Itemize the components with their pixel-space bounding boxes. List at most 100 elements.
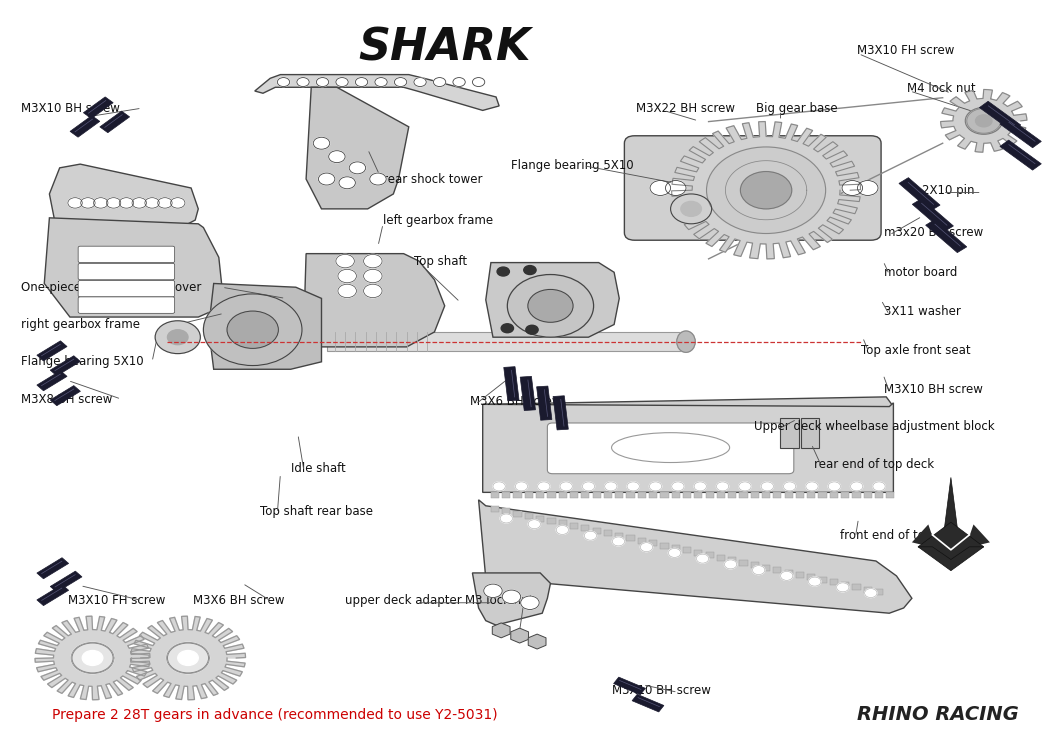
Circle shape bbox=[171, 198, 184, 208]
Bar bbox=[829, 492, 838, 498]
Bar bbox=[660, 492, 668, 498]
Circle shape bbox=[641, 542, 652, 551]
Circle shape bbox=[808, 577, 821, 586]
Circle shape bbox=[681, 201, 701, 216]
Text: M3 lock nut: M3 lock nut bbox=[465, 594, 533, 607]
Circle shape bbox=[178, 651, 198, 665]
Bar bbox=[491, 506, 500, 512]
Polygon shape bbox=[44, 218, 223, 317]
Circle shape bbox=[724, 560, 737, 569]
Polygon shape bbox=[100, 111, 130, 133]
Circle shape bbox=[106, 198, 121, 208]
Polygon shape bbox=[632, 695, 664, 712]
Circle shape bbox=[453, 78, 465, 87]
Polygon shape bbox=[35, 616, 150, 700]
Bar bbox=[616, 492, 623, 498]
Circle shape bbox=[364, 269, 382, 283]
Polygon shape bbox=[486, 263, 620, 337]
Circle shape bbox=[668, 548, 681, 557]
Circle shape bbox=[316, 78, 329, 87]
Circle shape bbox=[158, 198, 172, 208]
Bar bbox=[762, 492, 770, 498]
Polygon shape bbox=[255, 75, 500, 110]
Text: rear shock tower: rear shock tower bbox=[383, 172, 483, 186]
Text: M3X6 BH screw: M3X6 BH screw bbox=[470, 395, 562, 408]
Text: M3X10 BH screw: M3X10 BH screw bbox=[21, 101, 119, 115]
Polygon shape bbox=[37, 371, 67, 391]
Circle shape bbox=[329, 151, 345, 163]
Circle shape bbox=[706, 147, 825, 233]
Circle shape bbox=[837, 583, 848, 592]
Circle shape bbox=[203, 294, 302, 366]
Text: M4 lock nut: M4 lock nut bbox=[906, 81, 975, 95]
Polygon shape bbox=[528, 634, 546, 649]
Circle shape bbox=[649, 482, 662, 491]
Bar bbox=[841, 582, 850, 588]
Circle shape bbox=[612, 537, 625, 546]
Circle shape bbox=[515, 482, 528, 491]
Bar bbox=[796, 492, 804, 498]
Polygon shape bbox=[304, 254, 445, 347]
Circle shape bbox=[753, 565, 765, 574]
Circle shape bbox=[783, 482, 796, 491]
Bar bbox=[592, 528, 601, 534]
Polygon shape bbox=[925, 219, 967, 253]
Polygon shape bbox=[918, 522, 983, 562]
Circle shape bbox=[339, 177, 355, 189]
Circle shape bbox=[650, 181, 670, 195]
Polygon shape bbox=[131, 616, 246, 700]
Circle shape bbox=[864, 589, 877, 598]
Polygon shape bbox=[51, 571, 82, 592]
Polygon shape bbox=[71, 642, 114, 674]
Polygon shape bbox=[306, 87, 409, 209]
Circle shape bbox=[560, 482, 572, 491]
Circle shape bbox=[695, 482, 706, 491]
Circle shape bbox=[740, 172, 792, 209]
Bar bbox=[728, 557, 737, 563]
Text: m3x20 BH screw: m3x20 BH screw bbox=[884, 226, 983, 239]
Circle shape bbox=[528, 520, 541, 529]
Text: Prepare 2 28T gears in advance (recommended to use Y2-5031): Prepare 2 28T gears in advance (recommen… bbox=[53, 708, 499, 721]
Bar bbox=[626, 492, 635, 498]
Bar bbox=[660, 542, 668, 548]
Circle shape bbox=[526, 325, 539, 334]
Circle shape bbox=[524, 266, 536, 275]
Bar bbox=[649, 540, 658, 546]
Text: M3X10 FH screw: M3X10 FH screw bbox=[67, 594, 165, 607]
Bar bbox=[829, 580, 838, 586]
Polygon shape bbox=[50, 164, 198, 228]
Bar bbox=[819, 577, 826, 583]
Bar bbox=[784, 492, 793, 498]
Polygon shape bbox=[912, 524, 937, 548]
Bar bbox=[536, 492, 544, 498]
Polygon shape bbox=[913, 198, 954, 232]
Text: Flange bearing 5X10: Flange bearing 5X10 bbox=[21, 355, 143, 369]
Circle shape bbox=[965, 107, 1002, 134]
Circle shape bbox=[497, 267, 509, 276]
Polygon shape bbox=[940, 90, 1027, 152]
Circle shape bbox=[375, 78, 387, 87]
Bar bbox=[502, 492, 510, 498]
Bar bbox=[502, 508, 510, 514]
Polygon shape bbox=[511, 628, 528, 643]
Circle shape bbox=[739, 482, 752, 491]
Circle shape bbox=[528, 289, 573, 322]
Bar bbox=[796, 572, 804, 578]
Bar bbox=[616, 533, 623, 539]
Text: 3X11 washer: 3X11 washer bbox=[884, 305, 961, 319]
Circle shape bbox=[364, 284, 382, 298]
Polygon shape bbox=[70, 116, 100, 137]
Text: Top axle front seat: Top axle front seat bbox=[860, 344, 970, 357]
FancyBboxPatch shape bbox=[547, 423, 794, 474]
Text: upper deck adapter: upper deck adapter bbox=[345, 594, 462, 607]
Polygon shape bbox=[37, 585, 69, 606]
Bar bbox=[559, 521, 567, 527]
Circle shape bbox=[67, 198, 82, 208]
Bar bbox=[774, 567, 781, 573]
Polygon shape bbox=[553, 396, 568, 430]
Bar bbox=[638, 492, 646, 498]
Circle shape bbox=[697, 554, 708, 563]
Bar bbox=[863, 492, 872, 498]
Bar bbox=[750, 492, 759, 498]
Polygon shape bbox=[37, 341, 67, 361]
